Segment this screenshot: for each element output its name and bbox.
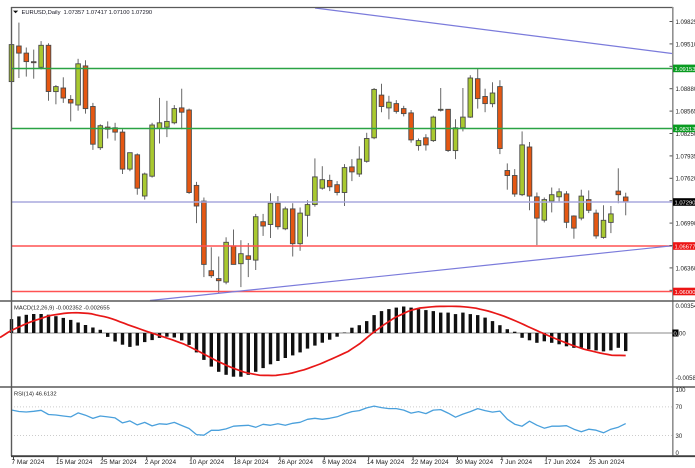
svg-text:18 Apr 2024: 18 Apr 2024 xyxy=(234,459,269,466)
svg-text:1.07935: 1.07935 xyxy=(676,154,695,160)
svg-text:MACD(12,26,9) -0.002352 -0.002: MACD(12,26,9) -0.002352 -0.002655 xyxy=(14,305,110,311)
svg-text:10 Apr 2024: 10 Apr 2024 xyxy=(189,459,224,466)
svg-text:1.08880: 1.08880 xyxy=(676,87,695,93)
svg-text:15 Mar 2024: 15 Mar 2024 xyxy=(56,459,93,466)
svg-text:-0.0058: -0.0058 xyxy=(676,376,695,382)
svg-text:0.: 0. xyxy=(674,332,679,338)
svg-text:RSI(14) 46.6132: RSI(14) 46.6132 xyxy=(14,391,57,397)
svg-text:1.06990: 1.06990 xyxy=(676,222,695,228)
svg-text:1.08313: 1.08313 xyxy=(675,127,695,133)
svg-text:1.07620: 1.07620 xyxy=(676,177,695,183)
svg-text:100: 100 xyxy=(676,388,687,394)
svg-text:17 Jun 2024: 17 Jun 2024 xyxy=(544,459,580,466)
svg-text:1.06360: 1.06360 xyxy=(676,266,695,272)
svg-text:0.00354: 0.00354 xyxy=(676,304,695,310)
svg-text:6 May 2024: 6 May 2024 xyxy=(322,459,356,466)
svg-text:70: 70 xyxy=(676,405,683,411)
svg-text:7 Mar 2024: 7 Mar 2024 xyxy=(12,459,45,466)
svg-text:1.08565: 1.08565 xyxy=(676,110,695,116)
svg-text:7 Jun 2024: 7 Jun 2024 xyxy=(500,459,533,466)
svg-text:1.06000: 1.06000 xyxy=(675,290,695,296)
svg-text:14 May 2024: 14 May 2024 xyxy=(367,459,405,466)
svg-text:30 May 2024: 30 May 2024 xyxy=(456,459,494,466)
svg-text:1.09153: 1.09153 xyxy=(675,67,695,73)
svg-text:1.07357 1.07417 1.07100 1.0729: 1.07357 1.07417 1.07100 1.07290 xyxy=(64,10,153,16)
svg-text:1.09825: 1.09825 xyxy=(676,20,695,26)
svg-text:1.09510: 1.09510 xyxy=(676,42,695,48)
svg-text:25 Jun 2024: 25 Jun 2024 xyxy=(589,459,625,466)
svg-text:EURUSD,Daily: EURUSD,Daily xyxy=(22,10,61,16)
svg-text:26 Apr 2024: 26 Apr 2024 xyxy=(278,459,313,466)
svg-text:1.06677: 1.06677 xyxy=(675,244,695,250)
svg-text:30: 30 xyxy=(676,434,683,440)
svg-text:1.07290: 1.07290 xyxy=(675,200,695,206)
svg-text:0: 0 xyxy=(676,451,680,457)
svg-text:25 Mar 2024: 25 Mar 2024 xyxy=(100,459,137,466)
svg-text:00: 00 xyxy=(679,332,686,338)
svg-text:2 Apr 2024: 2 Apr 2024 xyxy=(145,459,177,466)
svg-text:22 May 2024: 22 May 2024 xyxy=(411,459,449,466)
svg-text:1.08250: 1.08250 xyxy=(676,132,695,138)
